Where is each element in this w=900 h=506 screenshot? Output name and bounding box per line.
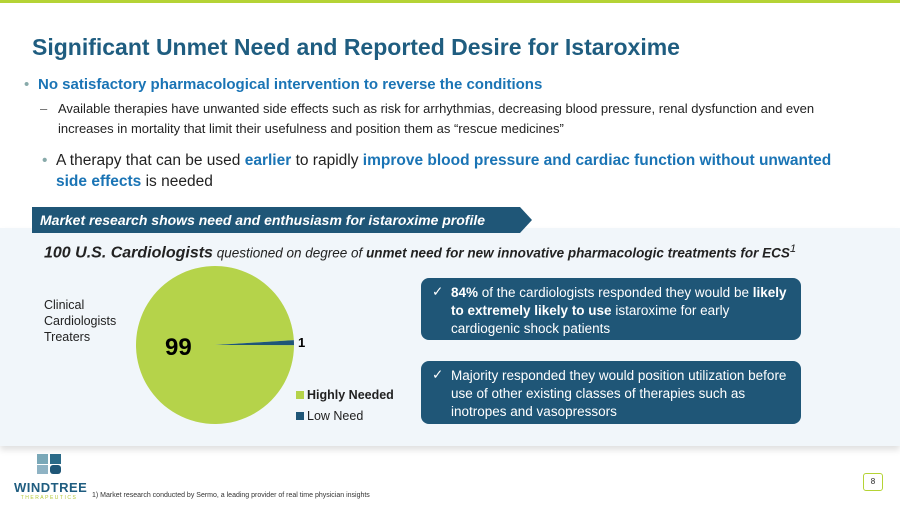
bullet-2: • A therapy that can be used earlier to r… [42, 150, 856, 192]
top-accent-bar [0, 0, 900, 3]
text: to rapidly [291, 152, 363, 169]
label-line: Treaters [44, 330, 91, 344]
legend-item-highly-needed: Highly Needed [296, 385, 394, 406]
footnote: 1) Market research conducted by Sermo, a… [92, 492, 370, 499]
slide-title: Significant Unmet Need and Reported Desi… [32, 34, 680, 60]
text: Majority responded they would position u… [451, 368, 787, 419]
pie-chart: 99 1 [136, 265, 305, 424]
legend-label: Low Need [307, 409, 364, 423]
sub-bullet: – Available therapies have unwanted side … [40, 99, 838, 139]
bullet-1: • No satisfactory pharmacological interve… [24, 76, 878, 93]
finding-card-1: ✓ 84% of the cardiologists responded they… [421, 278, 801, 340]
bullet-dot: • [24, 76, 30, 93]
text: likely to extremely likely to use [451, 285, 787, 318]
windtree-logo: WINDTREE THERAPEUTICS [14, 453, 88, 501]
banner: Market research shows need and enthusias… [32, 207, 532, 233]
text: of the cardiologists responded they woul… [478, 285, 753, 300]
tree-icon [37, 454, 61, 474]
bullet-dot: • [42, 152, 48, 169]
pie-slice-highly-needed [136, 265, 294, 424]
sub-bullet-text: Available therapies have unwanted side e… [58, 101, 815, 136]
text: A therapy that can be used [56, 152, 245, 169]
legend-swatch [296, 391, 304, 399]
check-icon: ✓ [432, 367, 444, 382]
legend: Highly Needed Low Need [296, 385, 394, 427]
highlight: earlier [244, 152, 292, 169]
question-mid: questioned on degree of [212, 245, 367, 261]
label-line: Clinical [44, 298, 85, 312]
group-label: Clinical Cardiologists Treaters [44, 297, 116, 345]
legend-label: Highly Needed [307, 388, 394, 402]
footnote-ref: 1 [789, 243, 797, 255]
bullet-1-text: No satisfactory pharmacological interven… [38, 76, 543, 93]
finding-card-2: ✓ Majority responded they would position … [421, 361, 801, 424]
text: is needed [141, 173, 213, 190]
check-icon: ✓ [432, 284, 444, 299]
question-lead: 100 U.S. Cardiologists [44, 244, 213, 262]
legend-swatch [296, 412, 304, 420]
pie-slice-low-need [215, 340, 294, 346]
text: istaroxime for early cardiogenic shock p… [451, 303, 730, 336]
dash: – [40, 101, 48, 116]
logo-name: WINDTREE [14, 480, 88, 495]
logo-sub: THERAPEUTICS [20, 495, 78, 501]
page-number: 8 [863, 473, 883, 491]
highlight: improve blood pressure and cardiac funct… [56, 152, 832, 190]
data-label-low-need: 1 [298, 335, 305, 350]
label-line: Cardiologists [44, 314, 117, 328]
legend-item-low-need: Low Need [296, 406, 394, 427]
question-bold: unmet need for new innovative pharmacolo… [366, 245, 790, 261]
text: 84% [451, 285, 479, 300]
question-text: 100 U.S. Cardiologists questioned on deg… [44, 243, 796, 263]
data-label-highly-needed: 99 [165, 334, 192, 361]
